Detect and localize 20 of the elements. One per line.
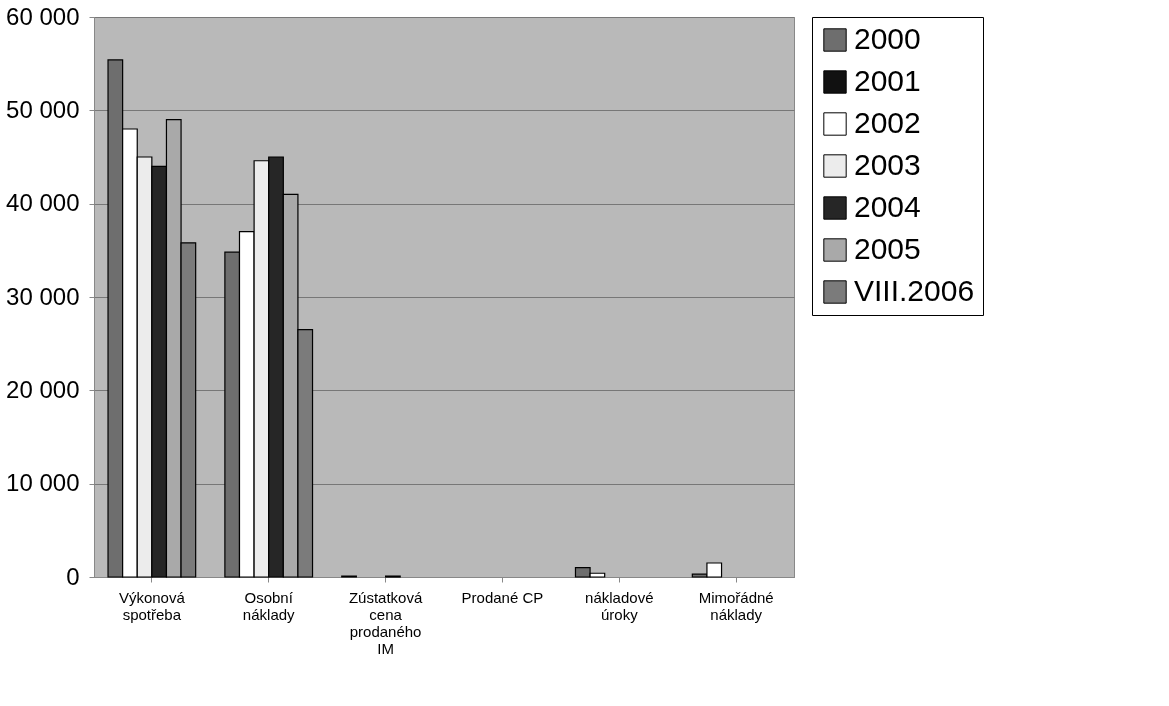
legend-label: VIII.2006	[854, 274, 975, 307]
y-tick-label: 30 000	[6, 282, 80, 310]
y-tick-label: 50 000	[6, 95, 80, 123]
legend-label: 2002	[854, 106, 921, 139]
y-tick-label: 0	[66, 562, 80, 590]
x-tick-label: Mimořádné náklady	[698, 588, 774, 623]
x-tick-label: Zústatková cena prodaného IM	[348, 588, 423, 657]
legend-label: 2003	[854, 148, 921, 181]
y-tick-label: 40 000	[6, 189, 80, 217]
y-tick-label: 60 000	[6, 2, 80, 30]
x-tick-label: Výkonová spotřeba	[118, 588, 186, 623]
x-tick-label: nákladové úroky	[585, 588, 654, 623]
x-tick-label: Osobní náklady	[242, 588, 296, 623]
legend-label: 2004	[854, 190, 921, 223]
legend-label: 2000	[854, 22, 921, 55]
y-tick-label: 20 000	[6, 375, 80, 403]
x-tick-label: Prodané CP	[461, 588, 544, 606]
legend-label: 2005	[854, 232, 921, 265]
y-tick-label: 10 000	[6, 469, 80, 497]
legend-label: 2001	[854, 64, 921, 97]
